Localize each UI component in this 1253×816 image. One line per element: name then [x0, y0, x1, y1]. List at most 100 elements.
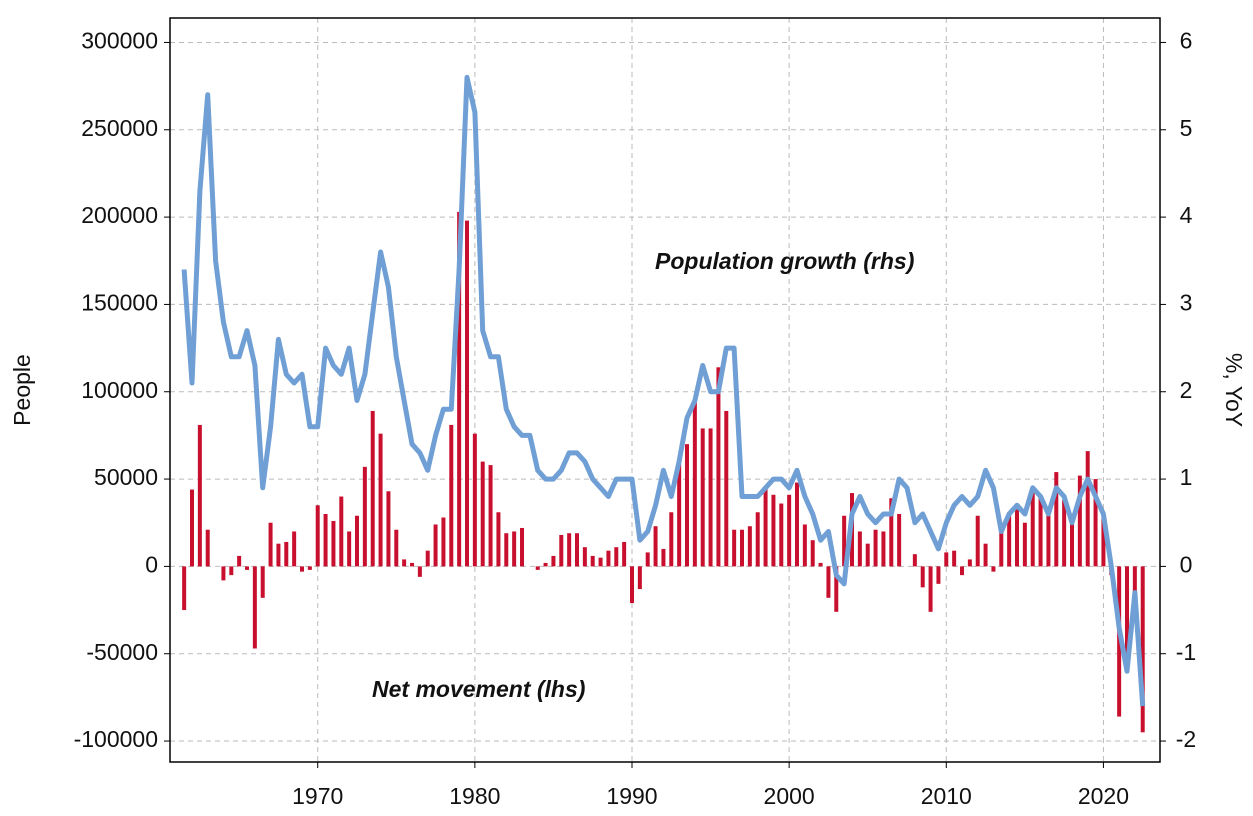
bar — [928, 566, 933, 612]
bar — [237, 555, 242, 567]
bar — [284, 541, 289, 567]
bar — [991, 566, 996, 572]
bar — [834, 566, 839, 612]
bar — [692, 402, 697, 567]
bar — [260, 566, 265, 598]
x-tick-label: 1970 — [292, 783, 343, 809]
bar — [1015, 503, 1019, 567]
bar — [472, 433, 477, 567]
bar — [716, 367, 721, 567]
bar — [740, 529, 744, 567]
bar — [1085, 451, 1090, 567]
bar — [559, 534, 564, 567]
bar — [504, 533, 509, 567]
bar — [1007, 512, 1012, 567]
bar — [653, 526, 658, 567]
bar — [677, 463, 682, 567]
y2-tick-label: 5 — [1180, 115, 1193, 141]
bar — [292, 531, 297, 567]
line — [181, 74, 1146, 707]
y-tick-label: 100000 — [81, 377, 158, 403]
bar — [952, 550, 957, 567]
bar — [826, 566, 831, 598]
bar — [857, 531, 862, 567]
bar — [221, 566, 226, 581]
bar — [865, 543, 870, 567]
bar — [669, 512, 674, 567]
bar — [425, 550, 430, 567]
bar — [449, 424, 454, 567]
bar — [700, 428, 705, 567]
bar — [724, 410, 729, 567]
y-tick-label: 0 — [145, 551, 158, 577]
y-tick-label: 200000 — [81, 202, 158, 228]
bar — [1022, 522, 1027, 567]
x-tick-label: 2020 — [1078, 783, 1129, 809]
bar — [920, 566, 925, 588]
bar — [268, 522, 273, 567]
bar — [802, 524, 807, 567]
y-tick-label: 150000 — [81, 290, 158, 316]
y-tick-label: -100000 — [74, 726, 158, 752]
bar — [606, 550, 611, 567]
annotation: Net movement (lhs) — [372, 676, 585, 702]
bar — [810, 540, 815, 567]
bar — [936, 566, 941, 584]
bar — [881, 531, 886, 567]
bar — [276, 543, 281, 567]
bar — [582, 547, 587, 567]
bar — [661, 548, 666, 567]
bar — [795, 482, 799, 567]
bar — [732, 529, 737, 567]
bar — [1125, 566, 1129, 663]
bar — [622, 541, 627, 567]
bar — [1077, 475, 1082, 567]
bar — [967, 559, 972, 567]
bar — [590, 555, 595, 567]
y2-tick-label: 4 — [1180, 202, 1193, 228]
bar — [394, 529, 399, 567]
bar — [551, 555, 556, 567]
bar — [433, 524, 438, 567]
bar — [960, 566, 964, 576]
bar — [252, 566, 257, 649]
bar — [205, 529, 210, 567]
bar — [331, 520, 336, 567]
bar — [362, 466, 367, 567]
bar — [842, 515, 847, 567]
y2-tick-label: 1 — [1180, 464, 1193, 490]
bar — [315, 505, 320, 567]
x-tick-label: 1980 — [449, 783, 500, 809]
bar — [480, 461, 485, 567]
bar — [598, 557, 603, 567]
bar — [535, 566, 540, 570]
bar — [747, 526, 752, 567]
bar — [245, 566, 249, 570]
bar — [417, 566, 422, 577]
bar — [685, 444, 689, 567]
bar — [1038, 496, 1043, 567]
x-tick-label: 2000 — [764, 783, 815, 809]
bar — [983, 543, 988, 567]
bar — [1101, 517, 1106, 567]
bar — [614, 547, 619, 567]
bar — [818, 562, 823, 567]
bar — [457, 211, 462, 567]
annotation: Population growth (rhs) — [655, 248, 914, 274]
bar — [300, 566, 304, 572]
bar — [347, 531, 352, 567]
bar — [708, 428, 713, 567]
y-tick-label: -50000 — [86, 639, 158, 665]
x-tick-label: 2010 — [921, 783, 972, 809]
bar — [1093, 479, 1098, 567]
bar — [1062, 500, 1067, 567]
bar — [889, 498, 894, 567]
bar — [512, 531, 517, 567]
y2-tick-label: 3 — [1180, 290, 1193, 316]
bar — [975, 515, 980, 567]
bar — [637, 566, 642, 590]
bar — [520, 527, 524, 567]
bar — [496, 512, 501, 567]
bar — [787, 494, 792, 567]
bar — [645, 552, 650, 567]
